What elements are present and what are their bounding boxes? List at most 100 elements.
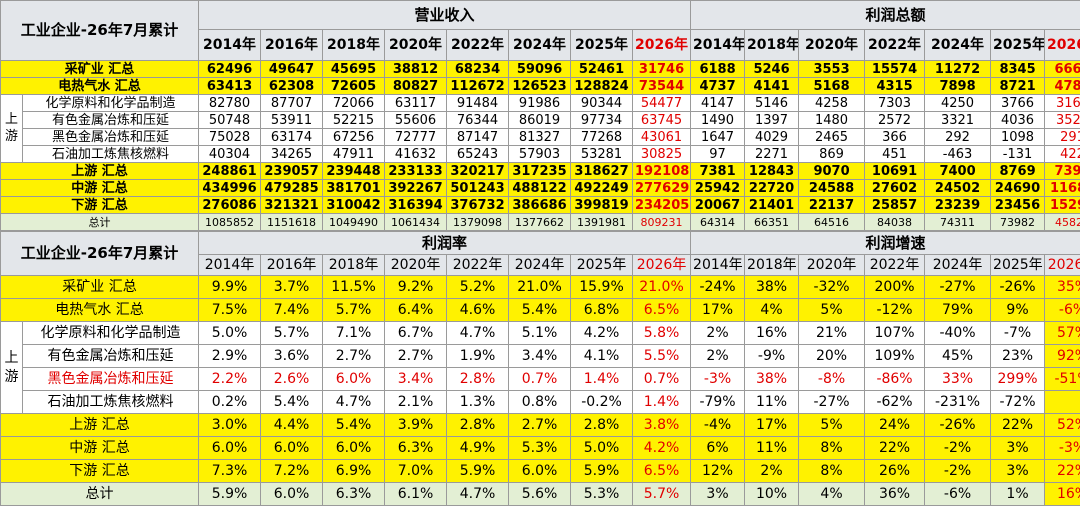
cell-value: 5.3% bbox=[509, 437, 571, 460]
cell-value: 81327 bbox=[509, 129, 571, 146]
cell-value: 239057 bbox=[261, 163, 323, 180]
cell-value: 4036 bbox=[991, 112, 1045, 129]
cell-value: 5.9% bbox=[571, 460, 633, 483]
cell-value: 4.2% bbox=[633, 437, 691, 460]
cell-value: -4% bbox=[691, 414, 745, 437]
cell-value: 1397 bbox=[745, 112, 799, 129]
cell-value: 7400 bbox=[925, 163, 991, 180]
cell-value: 7.1% bbox=[323, 322, 385, 345]
cell-value: 47911 bbox=[323, 146, 385, 163]
cell-value: 72066 bbox=[323, 95, 385, 112]
cell-value: 7.2% bbox=[261, 460, 323, 483]
cell-value: 45821 bbox=[1045, 214, 1080, 231]
cell-value: 4.7% bbox=[447, 322, 509, 345]
year-header: 2022年 bbox=[447, 30, 509, 61]
cell-value: 4737 bbox=[691, 78, 745, 95]
cell-value: 22% bbox=[865, 437, 925, 460]
cell-value: 45695 bbox=[323, 61, 385, 78]
cell-value: 38812 bbox=[385, 61, 447, 78]
cell-value: 73544 bbox=[633, 78, 691, 95]
cell-value: -40% bbox=[925, 322, 991, 345]
cell-value: 869 bbox=[799, 146, 865, 163]
row-label: 下游 汇总 bbox=[1, 197, 199, 214]
row-label: 黑色金属冶炼和压延 bbox=[23, 129, 199, 146]
side-label-upstream: 上游 bbox=[1, 322, 23, 414]
cell-value: 10691 bbox=[865, 163, 925, 180]
cell-value: 6% bbox=[691, 437, 745, 460]
cell-value: 76344 bbox=[447, 112, 509, 129]
cell-value: 27602 bbox=[865, 180, 925, 197]
cell-value: -32% bbox=[799, 276, 865, 299]
cell-value: 20067 bbox=[691, 197, 745, 214]
cell-value: -26% bbox=[991, 276, 1045, 299]
cell-value: -26% bbox=[925, 414, 991, 437]
cell-value: 3.8% bbox=[633, 414, 691, 437]
cell-value: 4% bbox=[745, 299, 799, 322]
cell-value: 5168 bbox=[799, 78, 865, 95]
cell-value: 399819 bbox=[571, 197, 633, 214]
cell-value: 17% bbox=[745, 414, 799, 437]
cell-value: 126523 bbox=[509, 78, 571, 95]
cell-value: -463 bbox=[925, 146, 991, 163]
cell-value: 77268 bbox=[571, 129, 633, 146]
cell-value: 5.1% bbox=[509, 322, 571, 345]
cell-value: 8% bbox=[799, 437, 865, 460]
cell-value: 4141 bbox=[745, 78, 799, 95]
cell-value: 30825 bbox=[633, 146, 691, 163]
row-label: 上游 汇总 bbox=[1, 414, 199, 437]
group-header-revenue: 营业收入 bbox=[199, 1, 691, 30]
cell-value: 63174 bbox=[261, 129, 323, 146]
cell-value: 40304 bbox=[199, 146, 261, 163]
cell-value: 5% bbox=[799, 299, 865, 322]
cell-value: 33% bbox=[925, 368, 991, 391]
side-label-upstream: 上游 bbox=[1, 95, 23, 163]
cell-value: 6.0% bbox=[323, 368, 385, 391]
cell-value: -131 bbox=[991, 146, 1045, 163]
group-header-margin: 利润率 bbox=[199, 232, 691, 255]
row-label: 采矿业 汇总 bbox=[1, 276, 199, 299]
cell-value: 57% bbox=[1045, 322, 1080, 345]
cell-value: 451 bbox=[865, 146, 925, 163]
cell-value: 3160 bbox=[1045, 95, 1080, 112]
cell-value: 22720 bbox=[745, 180, 799, 197]
row-label: 总计 bbox=[1, 483, 199, 506]
cell-value: 4.9% bbox=[447, 437, 509, 460]
cell-value: 3521 bbox=[1045, 112, 1080, 129]
table-title: 工业企业-26年7月累计 bbox=[1, 1, 199, 61]
cell-value: -6% bbox=[925, 483, 991, 506]
cell-value: 2.7% bbox=[509, 414, 571, 437]
cell-value: 36% bbox=[865, 483, 925, 506]
cell-value: 31746 bbox=[633, 61, 691, 78]
cell-value: 7.4% bbox=[261, 299, 323, 322]
cell-value: 11% bbox=[745, 391, 799, 414]
cell-value: 488122 bbox=[509, 180, 571, 197]
cell-value: 23456 bbox=[991, 197, 1045, 214]
cell-value: 34265 bbox=[261, 146, 323, 163]
row-label: 黑色金属冶炼和压延 bbox=[23, 368, 199, 391]
year-header: 2026年 bbox=[633, 255, 691, 276]
cell-value: 57903 bbox=[509, 146, 571, 163]
cell-value: 5.3% bbox=[571, 483, 633, 506]
cell-value: 200% bbox=[865, 276, 925, 299]
cell-value: 12843 bbox=[745, 163, 799, 180]
cell-value: 3321 bbox=[925, 112, 991, 129]
row-label: 化学原料和化学品制造 bbox=[23, 95, 199, 112]
cell-value: 6.0% bbox=[509, 460, 571, 483]
cell-value: 4147 bbox=[691, 95, 745, 112]
cell-value: 72605 bbox=[323, 78, 385, 95]
cell-value: 2.2% bbox=[199, 368, 261, 391]
cell-value: 63117 bbox=[385, 95, 447, 112]
row-label: 中游 汇总 bbox=[1, 437, 199, 460]
cell-value: 38% bbox=[745, 276, 799, 299]
cell-value: 809231 bbox=[633, 214, 691, 231]
cell-value: 79% bbox=[925, 299, 991, 322]
cell-value: 16% bbox=[745, 322, 799, 345]
cell-value: -231% bbox=[925, 391, 991, 414]
